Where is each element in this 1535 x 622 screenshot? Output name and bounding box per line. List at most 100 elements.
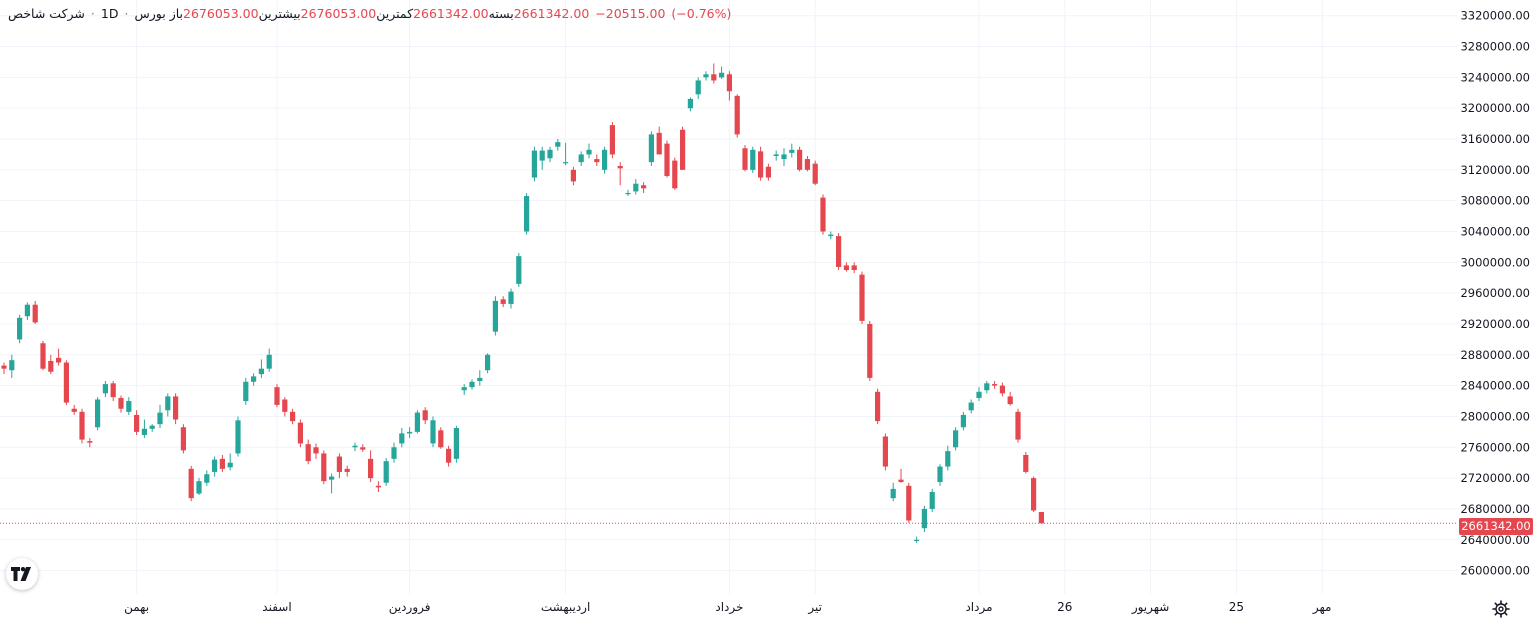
candle-body [126, 401, 132, 412]
candle-body [789, 149, 795, 153]
y-tick-label: 3320000.00 [1460, 9, 1530, 23]
candle-body [656, 132, 662, 155]
candle-body [898, 479, 904, 482]
candle-body [102, 384, 108, 394]
y-tick-label: 3080000.00 [1460, 194, 1530, 208]
candle-body [992, 384, 998, 386]
candle-body [173, 396, 179, 420]
x-tick-label: مهر [1312, 600, 1332, 615]
candle-body [734, 95, 740, 135]
candle-body [867, 323, 873, 378]
candle-body [524, 196, 530, 232]
x-tick-label: تیر [807, 600, 822, 615]
candle-body [344, 468, 350, 472]
change-percent: (−0.76%) [671, 6, 732, 21]
candle-body [32, 304, 38, 323]
candle-body [781, 154, 787, 160]
candle-body [875, 391, 881, 422]
y-tick-label: 2880000.00 [1460, 348, 1530, 362]
x-tick-label: خرداد [715, 600, 743, 615]
candle-body [149, 425, 155, 429]
candle-body [485, 354, 491, 371]
candle-body [1007, 396, 1013, 405]
candle-body [321, 453, 327, 482]
candle-body [633, 183, 639, 192]
candle-body [118, 397, 124, 409]
candle-body [110, 383, 116, 398]
candle-body [165, 396, 171, 411]
candle-body [890, 488, 896, 499]
open-label: باز [169, 6, 184, 21]
candle-body [641, 185, 647, 189]
candle-body [204, 474, 210, 483]
y-tick-label: 3240000.00 [1460, 70, 1530, 84]
candle-body [71, 408, 77, 412]
y-tick-label: 2960000.00 [1460, 286, 1530, 300]
candle-body [976, 391, 982, 398]
candle-body [672, 160, 678, 189]
candle-body [1031, 478, 1037, 511]
low-value: 2661342.00 [413, 6, 489, 21]
candle-body [453, 428, 459, 459]
candle-body [305, 444, 311, 462]
candle-body [547, 149, 553, 159]
separator: · [124, 6, 129, 21]
candle-body [414, 412, 420, 432]
x-tick-label: اردیبهشت [541, 600, 590, 615]
candle-body [1023, 454, 1029, 472]
candle-body [695, 80, 701, 95]
candle-body [95, 399, 101, 428]
y-tick-label: 2640000.00 [1460, 533, 1530, 547]
price-axis[interactable]: 2600000.00 2640000.00 2680000.00 2720000.00… [1460, 9, 1530, 578]
separator: · [90, 6, 95, 21]
candle-body [843, 265, 849, 271]
candle-body [968, 402, 974, 411]
candle-body [929, 491, 935, 509]
y-tick-label: 2680000.00 [1460, 502, 1530, 516]
candle-body [555, 142, 561, 147]
y-tick-label: 3120000.00 [1460, 163, 1530, 177]
candle-body [742, 148, 748, 170]
candle-body [196, 481, 202, 494]
candle-body [313, 447, 319, 454]
candle-body [578, 154, 584, 163]
y-tick-label: 2720000.00 [1460, 471, 1530, 485]
y-tick-label: 2840000.00 [1460, 379, 1530, 393]
candle-body [180, 427, 186, 451]
candle-body [383, 461, 389, 483]
candlestick-series [1, 63, 1044, 543]
candle-body [492, 300, 498, 332]
exchange-label[interactable]: بورس [134, 6, 166, 21]
low-label: کمترین [376, 6, 414, 21]
open-value: 2676053.00 [183, 6, 259, 21]
candle-body [945, 451, 951, 467]
candle-body [461, 387, 467, 391]
interval-label[interactable]: 1D [100, 6, 119, 21]
candle-body [399, 433, 405, 444]
x-tick-label: 25 [1229, 600, 1244, 614]
candle-body [134, 414, 140, 432]
close-label: بسته [488, 6, 514, 21]
candle-body [921, 508, 927, 529]
candle-body [836, 236, 842, 267]
candle-body [648, 134, 654, 163]
candle-body [711, 74, 717, 81]
candle-body [157, 412, 163, 425]
symbol-name[interactable]: شرکت شاخص [8, 6, 85, 21]
candle-body [407, 431, 413, 434]
candle-body [235, 420, 241, 454]
gear-icon[interactable] [1492, 600, 1510, 618]
candle-body [1, 365, 7, 369]
candle-body [594, 159, 600, 163]
high-value: 2676053.00 [300, 6, 377, 21]
candle-body [687, 98, 693, 109]
candle-body [141, 428, 147, 435]
candle-body [602, 149, 608, 170]
candle-body [251, 376, 257, 382]
time-axis[interactable]: بهمن اسفند فروردین اردیبهشت خرداد تیر مرداد 26 ش… [124, 600, 1331, 615]
candle-body [851, 265, 857, 271]
candle-body [531, 150, 537, 178]
tradingview-logo-icon[interactable] [6, 558, 38, 590]
candle-body [937, 466, 943, 482]
